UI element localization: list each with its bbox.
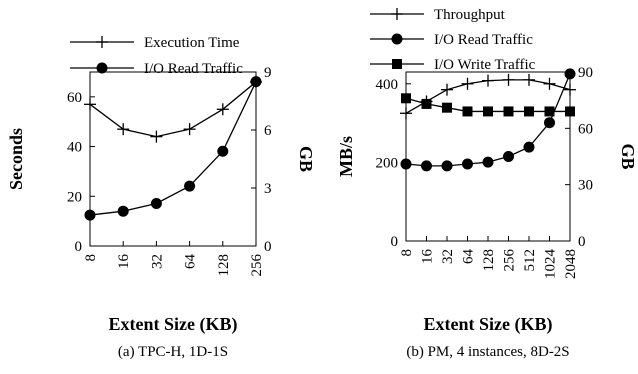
x-tick-label: 256 xyxy=(249,254,265,277)
y2-tick-label: 0 xyxy=(578,234,586,250)
legend-marker xyxy=(96,62,108,74)
y-tick-label: 200 xyxy=(376,155,399,171)
data-point-plus xyxy=(543,77,556,90)
chart-caption: (a) TPC-H, 1D-1S xyxy=(118,344,228,360)
data-point-square xyxy=(462,106,473,117)
y2-axis-title: GB xyxy=(618,143,638,169)
data-point-circle xyxy=(250,76,262,88)
y2-tick-label: 0 xyxy=(264,239,272,255)
y-tick-label: 60 xyxy=(67,90,82,106)
y2-tick-label: 90 xyxy=(578,65,593,81)
y-tick-label: 20 xyxy=(67,189,82,205)
data-point-plus xyxy=(400,107,412,120)
x-tick-label: 1024 xyxy=(543,249,559,280)
x-tick-label: 8 xyxy=(83,254,99,262)
data-point-plus xyxy=(482,74,494,87)
x-axis-title: Extent Size (KB) xyxy=(109,314,238,335)
data-point-square xyxy=(442,102,452,113)
legend-marker xyxy=(392,59,402,69)
data-point-circle xyxy=(400,158,412,170)
data-point-plus xyxy=(183,123,196,136)
data-point-square xyxy=(524,106,534,117)
x-tick-label: 256 xyxy=(502,249,518,272)
x-tick-label: 64 xyxy=(461,249,477,265)
x-tick-label: 16 xyxy=(116,254,132,270)
legend-marker xyxy=(96,36,108,48)
legend-marker xyxy=(391,33,403,45)
data-point-square xyxy=(503,106,514,117)
series-line xyxy=(89,81,257,138)
data-point-plus xyxy=(216,103,229,116)
data-point-circle xyxy=(564,68,576,80)
y-tick-label: 40 xyxy=(67,140,82,156)
data-point-plus xyxy=(441,83,453,96)
legend-label: Execution Time xyxy=(144,35,240,51)
data-point-square xyxy=(401,93,411,104)
x-tick-label: 2048 xyxy=(563,249,579,279)
data-point-plus xyxy=(523,73,535,86)
data-point-circle xyxy=(150,197,162,209)
series-line xyxy=(89,81,257,216)
data-point-circle xyxy=(441,160,453,172)
data-point-circle xyxy=(84,209,96,221)
data-point-circle xyxy=(117,205,129,217)
data-point-square xyxy=(483,106,493,117)
y-tick-label: 0 xyxy=(391,234,399,250)
legend-label: I/O Read Traffic xyxy=(434,32,533,48)
legend-marker xyxy=(391,8,403,20)
data-point-circle xyxy=(482,156,494,168)
y-axis-title: MB/s xyxy=(336,136,356,177)
data-point-square xyxy=(544,106,555,117)
data-point-plus xyxy=(461,77,474,90)
y-tick-label: 400 xyxy=(376,77,399,93)
data-point-circle xyxy=(544,117,555,129)
y2-tick-label: 60 xyxy=(578,121,593,137)
x-tick-label: 512 xyxy=(522,249,538,272)
plot-frame xyxy=(405,71,571,242)
data-point-circle xyxy=(184,180,196,192)
x-tick-label: 128 xyxy=(481,249,497,272)
y2-tick-label: 9 xyxy=(264,65,272,81)
x-tick-label: 8 xyxy=(399,249,415,257)
plot-frame xyxy=(89,71,257,247)
data-point-circle xyxy=(421,160,432,172)
y2-axis-title: GB xyxy=(296,146,316,172)
legend-label: I/O Write Traffic xyxy=(434,57,536,73)
data-point-square xyxy=(421,98,432,109)
y2-tick-label: 3 xyxy=(264,181,272,197)
data-point-plus xyxy=(84,98,96,111)
data-point-plus xyxy=(564,83,576,96)
x-axis-title: Extent Size (KB) xyxy=(424,314,553,335)
data-point-circle xyxy=(503,151,514,162)
x-tick-label: 64 xyxy=(183,254,199,270)
x-tick-label: 32 xyxy=(440,249,456,264)
y2-tick-label: 30 xyxy=(578,178,593,194)
data-point-plus xyxy=(502,73,515,86)
data-point-square xyxy=(565,106,575,117)
y2-tick-label: 6 xyxy=(264,123,272,139)
legend-label: I/O Read Traffic xyxy=(144,61,243,77)
y-axis-title: Seconds xyxy=(6,128,26,190)
legend-label: Throughput xyxy=(434,7,506,23)
x-tick-label: 32 xyxy=(149,254,165,269)
x-tick-label: 16 xyxy=(420,249,436,265)
data-point-circle xyxy=(217,145,229,157)
data-point-plus xyxy=(117,123,130,136)
data-point-circle xyxy=(523,141,535,153)
data-point-circle xyxy=(462,158,473,170)
x-tick-label: 128 xyxy=(216,254,232,277)
y-tick-label: 0 xyxy=(75,239,83,255)
chart-caption: (b) PM, 4 instances, 8D-2S xyxy=(406,344,569,360)
data-point-plus xyxy=(150,130,163,143)
